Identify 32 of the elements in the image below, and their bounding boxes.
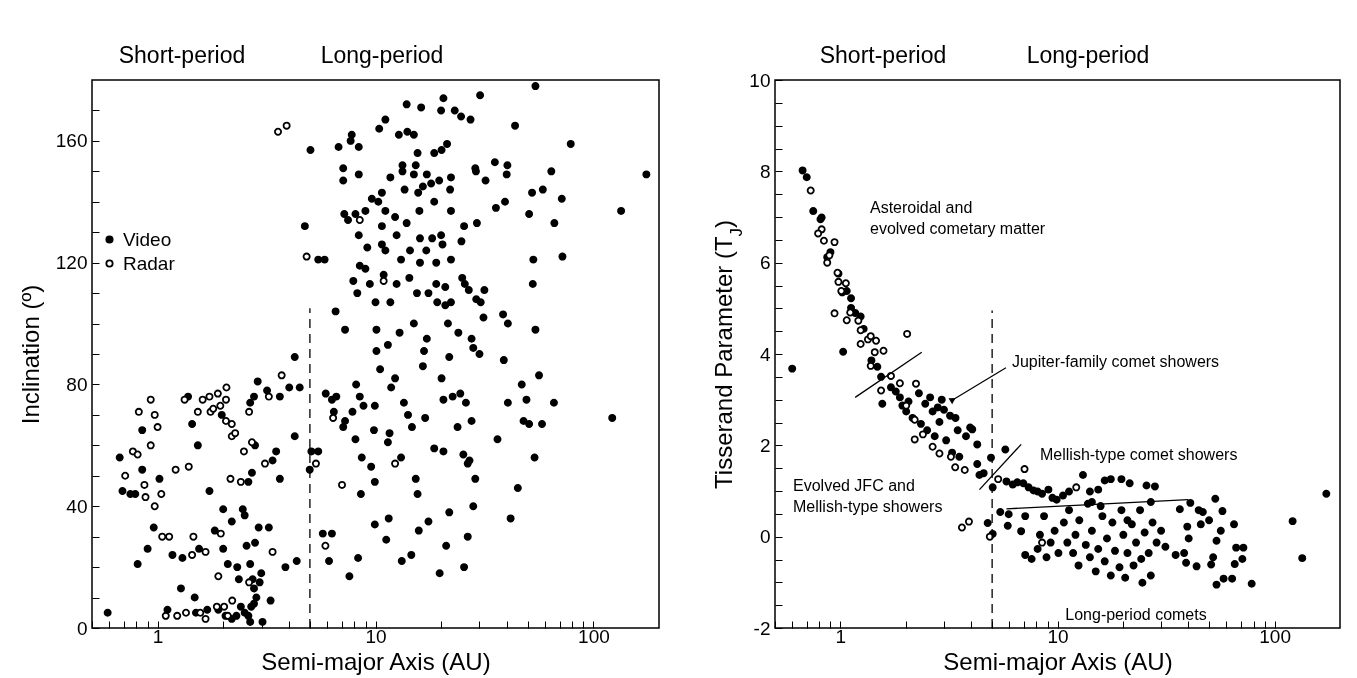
text: Long-period — [1026, 42, 1150, 68]
annotation: Jupiter-family comet showers — [1011, 352, 1220, 370]
y-tick-label: -2 — [753, 617, 771, 639]
y-tick-label: 0 — [759, 526, 771, 548]
text: Long-period — [320, 42, 444, 68]
x-axis-title: Semi-major Axis (AU) — [261, 647, 491, 675]
y-tick-label: 40 — [66, 495, 88, 517]
y-axis-title: Inclination (º) — [16, 284, 44, 425]
annotation: Evolved JFC and Mellish-type showers — [793, 477, 943, 515]
y-tick-label: 120 — [55, 252, 88, 274]
x-tick-label: 1 — [835, 625, 847, 647]
legend-label: Video — [123, 228, 172, 250]
x-tick-label: 1 — [152, 625, 164, 647]
y-tick-label: 80 — [66, 373, 88, 395]
x-tick-label: 10 — [1047, 625, 1069, 647]
annotation: Asteroidal and evolved cometary matter — [870, 199, 1046, 237]
x-axis-title: Semi-major Axis (AU) — [943, 647, 1173, 675]
x-tick-label: 100 — [578, 625, 610, 647]
y-tick-label: 4 — [759, 343, 771, 365]
y-tick-label: 8 — [759, 160, 771, 182]
text: Short-period — [118, 42, 246, 68]
y-tick-label: 6 — [759, 252, 771, 274]
x-tick-label: 100 — [1259, 625, 1291, 647]
legend-label: Radar — [123, 252, 176, 274]
y-tick-label: 0 — [76, 617, 88, 639]
x-tick-label: 10 — [365, 625, 387, 647]
annotation: Long-period comets — [1065, 606, 1207, 623]
annotation: Mellish-type comet showers — [1040, 446, 1238, 463]
y-tick-label: 160 — [55, 130, 88, 152]
y-tick-label: 2 — [759, 434, 771, 456]
text: Short-period — [819, 42, 947, 68]
y-tick-label: 10 — [749, 69, 771, 91]
